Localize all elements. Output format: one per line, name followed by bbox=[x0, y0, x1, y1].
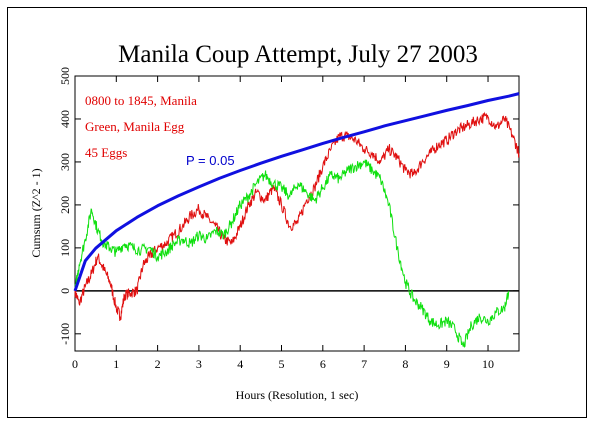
x-tick-label: 3 bbox=[196, 357, 202, 371]
chart-title: Manila Coup Attempt, July 27 2003 bbox=[118, 41, 478, 68]
series-line-p05-envelope bbox=[73, 92, 520, 292]
x-tick-label: 2 bbox=[155, 357, 161, 371]
x-axis-label: Hours (Resolution, 1 sec) bbox=[236, 388, 359, 402]
chart-frame bbox=[7, 7, 587, 418]
y-axis: -100 0 100 200 300 400 500 bbox=[58, 67, 519, 345]
series-line-green bbox=[74, 159, 510, 348]
y-tick-label: 200 bbox=[58, 196, 72, 214]
x-tick-label: 1 bbox=[113, 357, 119, 371]
x-axis: 0 1 2 3 4 5 6 7 8 9 10 bbox=[72, 76, 494, 371]
series-line-red bbox=[74, 111, 520, 321]
annotation-egg-count: 45 Eggs bbox=[85, 145, 127, 160]
x-tick-label: 6 bbox=[320, 357, 326, 371]
x-tick-label: 9 bbox=[444, 357, 450, 371]
plot-area bbox=[74, 75, 520, 352]
x-tick-label: 0 bbox=[72, 357, 78, 371]
y-tick-label: 400 bbox=[58, 110, 72, 128]
x-tick-label: 8 bbox=[402, 357, 408, 371]
annotation-green-egg: Green, Manila Egg bbox=[85, 119, 185, 134]
x-tick-label: 7 bbox=[361, 357, 367, 371]
y-tick-label: 300 bbox=[58, 153, 72, 171]
x-tick-label: 10 bbox=[482, 357, 494, 371]
y-tick-label: -100 bbox=[58, 323, 72, 345]
y-axis-label: Cumsum (Z^2 - 1) bbox=[29, 168, 43, 257]
x-tick-label: 5 bbox=[279, 357, 285, 371]
annotation-p-value: P = 0.05 bbox=[186, 153, 235, 168]
y-tick-label: 500 bbox=[58, 67, 72, 85]
annotation-time-range: 0800 to 1845, Manila bbox=[85, 93, 197, 108]
series-layer bbox=[73, 92, 520, 348]
y-tick-label: 0 bbox=[58, 288, 72, 294]
x-tick-label: 4 bbox=[237, 357, 243, 371]
y-tick-label: 100 bbox=[58, 239, 72, 257]
